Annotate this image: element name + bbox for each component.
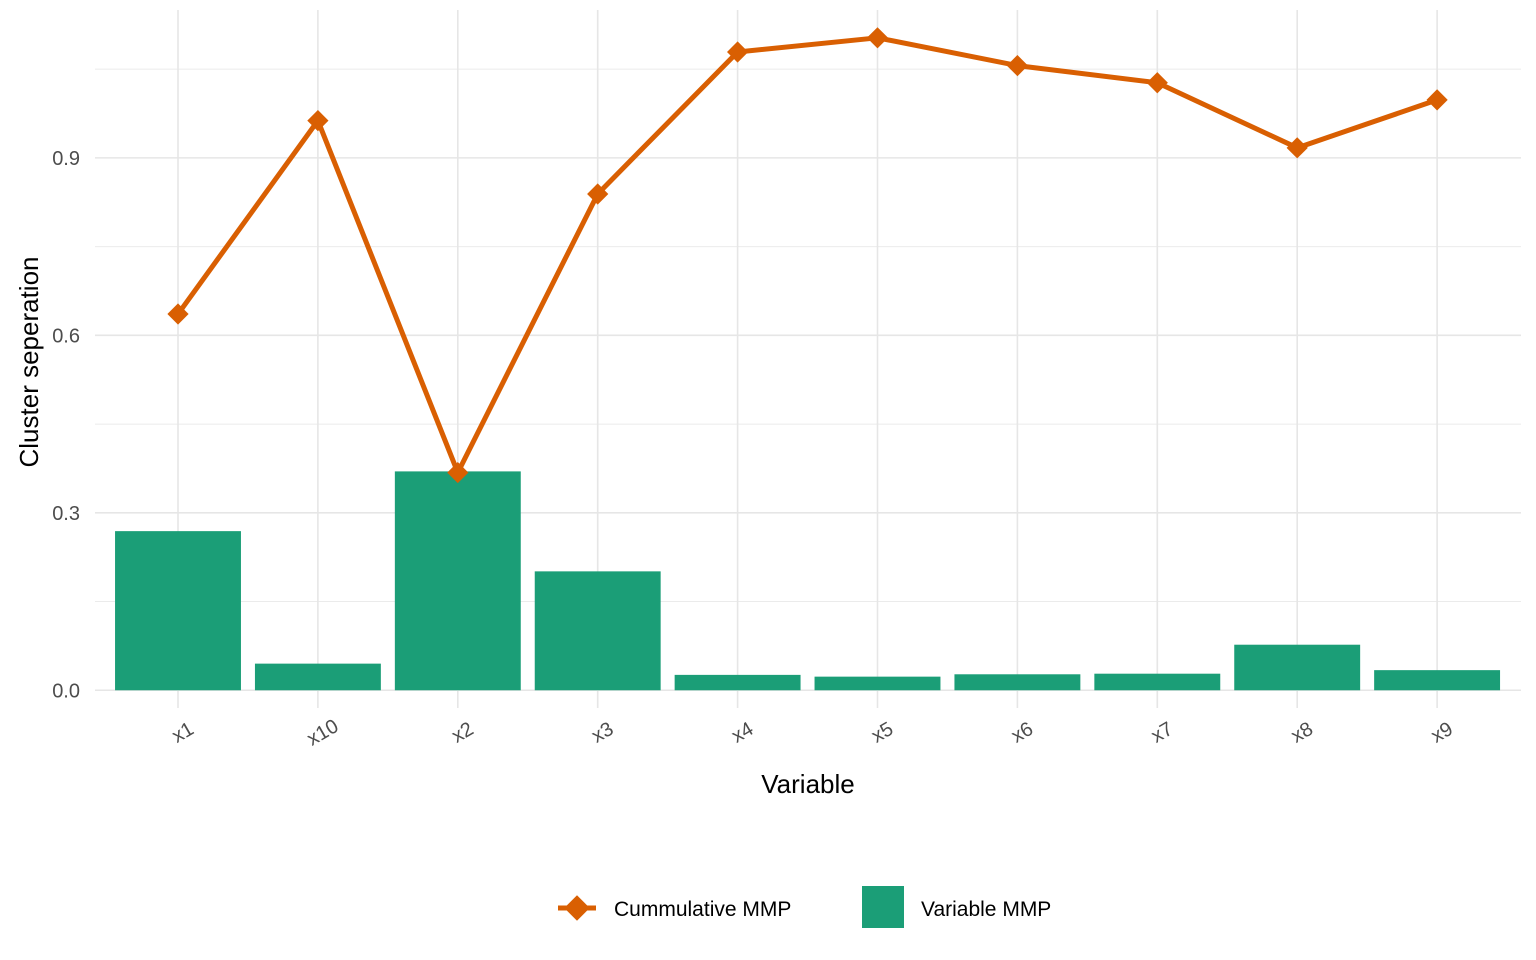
y-tick-label: 0.3: [52, 503, 80, 525]
bar-x2: [394, 471, 521, 691]
bar-x7: [1094, 673, 1221, 691]
legend-diamond-marker: [564, 895, 590, 921]
bar-x5: [814, 676, 941, 691]
point-x7: [1146, 72, 1168, 94]
legend-item-variable-mmp: Variable MMP: [862, 886, 1051, 928]
x-tick-label-x7: x7: [1148, 718, 1177, 748]
bar-series: [115, 471, 1501, 691]
major-gridlines: [95, 10, 1521, 708]
y-axis-title: Cluster seperation: [14, 257, 44, 468]
x-tick-label-x3: x3: [588, 718, 617, 748]
bar-x9: [1374, 670, 1501, 691]
x-tick-label-x8: x8: [1288, 718, 1317, 748]
point-x9: [1426, 89, 1448, 111]
y-tick-label: 0.9: [52, 148, 80, 170]
x-tick-label-x9: x9: [1427, 718, 1456, 748]
bar-x1: [115, 531, 241, 691]
x-tick-label-x5: x5: [868, 718, 897, 748]
legend-label-variable-mmp: Variable MMP: [921, 898, 1051, 921]
bar-x10: [254, 663, 381, 691]
x-tick-label-x1: x1: [168, 718, 197, 748]
legend: Cummulative MMP Variable MMP: [558, 886, 1051, 928]
x-tick-labels: x1 x10 x2 x3 x4 x5 x6 x7 x8 x9: [168, 715, 1456, 750]
x-tick-label-x2: x2: [448, 718, 477, 748]
point-x6: [1006, 54, 1029, 77]
legend-bar-swatch: [862, 886, 904, 928]
y-tick-labels: 0.0 0.3 0.6 0.9: [52, 148, 80, 702]
y-tick-label: 0.6: [52, 325, 80, 347]
point-x5: [866, 27, 889, 49]
minor-gridlines: [95, 68, 1521, 603]
legend-item-cummulative-mmp: Cummulative MMP: [558, 895, 791, 921]
bar-x4: [674, 674, 801, 691]
x-tick-label-x4: x4: [728, 718, 757, 748]
point-x8: [1286, 137, 1308, 159]
bar-x8: [1234, 644, 1361, 691]
line-series: [167, 27, 1448, 484]
point-x3: [587, 183, 609, 205]
legend-label-cummulative-mmp: Cummulative MMP: [614, 898, 791, 921]
bar-x3: [534, 571, 661, 691]
cummulative-mmp-line: [175, 35, 1440, 476]
x-axis-title: Variable: [761, 769, 854, 799]
x-tick-label-x6: x6: [1008, 718, 1037, 748]
point-x4: [726, 41, 749, 63]
y-tick-label: 0.0: [52, 680, 80, 702]
bar-x6: [954, 674, 1081, 691]
x-tick-label-x10: x10: [303, 715, 342, 750]
